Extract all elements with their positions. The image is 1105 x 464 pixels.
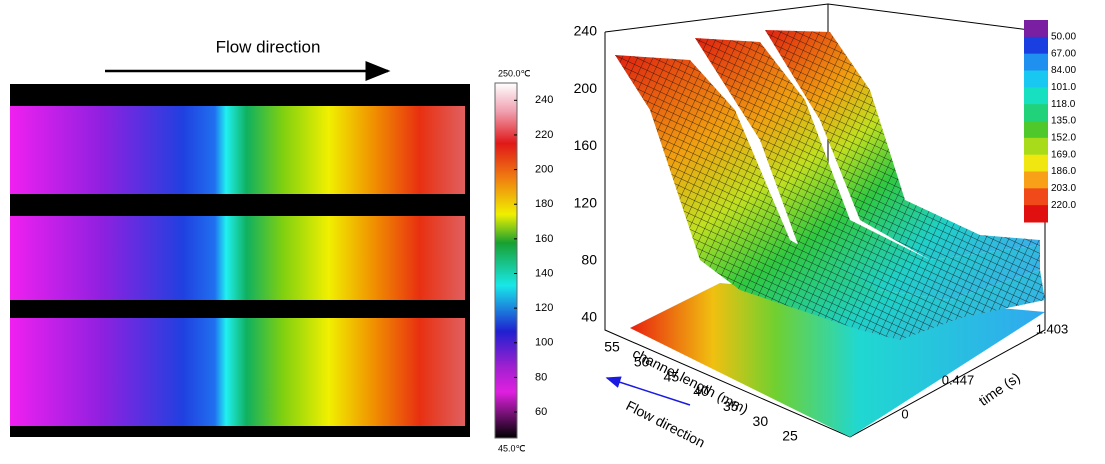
legend-swatch — [1024, 53, 1048, 71]
y-tick-label: 0 — [901, 406, 908, 421]
legend-label: 169.0 — [1051, 149, 1076, 160]
colorbar — [494, 82, 518, 439]
y-tick-label: 0.447 — [942, 372, 975, 387]
colorbar-tick-label: 180 — [535, 198, 553, 210]
legend-label: 186.0 — [1051, 166, 1076, 177]
x-tick-label: 30 — [753, 413, 769, 429]
z-tick-label: 40 — [581, 309, 597, 325]
legend-label: 152.0 — [1051, 132, 1076, 143]
z-tick-label: 80 — [581, 252, 597, 268]
colorbar-tick-label: 220 — [535, 129, 553, 141]
channel — [10, 318, 465, 426]
colorbar-tick-label: 240 — [535, 94, 553, 106]
flow-label: Flow direction — [623, 397, 707, 450]
z-tick-label: 120 — [574, 194, 598, 210]
surface-mesh — [615, 55, 1045, 340]
colorbar-min-label: 45.0℃ — [498, 443, 526, 453]
legend-swatch — [1024, 205, 1048, 223]
colorbar-tick-label: 160 — [535, 233, 553, 245]
colorbar-tick-label: 140 — [535, 267, 553, 279]
legend-label: 50.00 — [1051, 31, 1076, 42]
z-tick-label: 200 — [574, 80, 598, 96]
legend-label: 135.0 — [1051, 116, 1076, 127]
legend-swatch — [1024, 171, 1048, 189]
colorbar-tick-label: 200 — [535, 163, 553, 175]
legend: 50.00 67.00 84.00 101.0 118.0 135.0 152.0 169.0… — [1024, 20, 1076, 223]
legend-swatch — [1024, 188, 1048, 206]
colorbar-tick-label: 120 — [535, 302, 553, 314]
legend-swatch — [1024, 20, 1048, 38]
y-tick-label: 1.403 — [1036, 321, 1069, 336]
x-tick-label: 40 — [693, 383, 709, 399]
legend-label: 203.0 — [1051, 183, 1076, 194]
legend-swatch — [1024, 104, 1048, 122]
legend-label: 220.0 — [1051, 200, 1076, 211]
x-tick-label: 55 — [604, 339, 620, 355]
colorbar-scale — [494, 82, 518, 439]
surface-mesh — [765, 30, 1040, 260]
x-tick-label: 35 — [723, 398, 739, 414]
legend-label: 67.00 — [1051, 48, 1076, 59]
flow-label: Flow direction — [216, 37, 321, 56]
colorbar-tick-label: 60 — [535, 406, 547, 418]
surface — [615, 30, 1045, 340]
colorbar-tick-label: 100 — [535, 337, 553, 349]
y-axis-label: time (s) — [976, 369, 1023, 409]
x-tick-label: 50 — [634, 354, 650, 370]
legend-swatch — [1024, 154, 1048, 172]
legend-swatch — [1024, 36, 1048, 55]
x-tick-label: 25 — [782, 428, 798, 444]
flow-arrow — [605, 376, 691, 406]
colorbar-tick-label: 80 — [535, 371, 547, 383]
surface-mesh — [695, 38, 1040, 300]
legend-label: 101.0 — [1051, 82, 1076, 93]
channel — [10, 216, 465, 300]
z-tick-label: 240 — [574, 23, 598, 39]
x-tick-label: 45 — [664, 368, 680, 384]
channel — [10, 106, 465, 194]
legend-label: 118.0 — [1051, 99, 1076, 110]
legend-swatch — [1024, 87, 1048, 105]
legend-swatch — [1024, 137, 1048, 156]
z-tick-label: 160 — [574, 137, 598, 153]
legend-label: 84.00 — [1051, 65, 1076, 76]
legend-swatch — [1024, 70, 1048, 88]
legend-swatch — [1024, 121, 1048, 139]
colorbar-max-label: 250.0℃ — [498, 68, 531, 78]
